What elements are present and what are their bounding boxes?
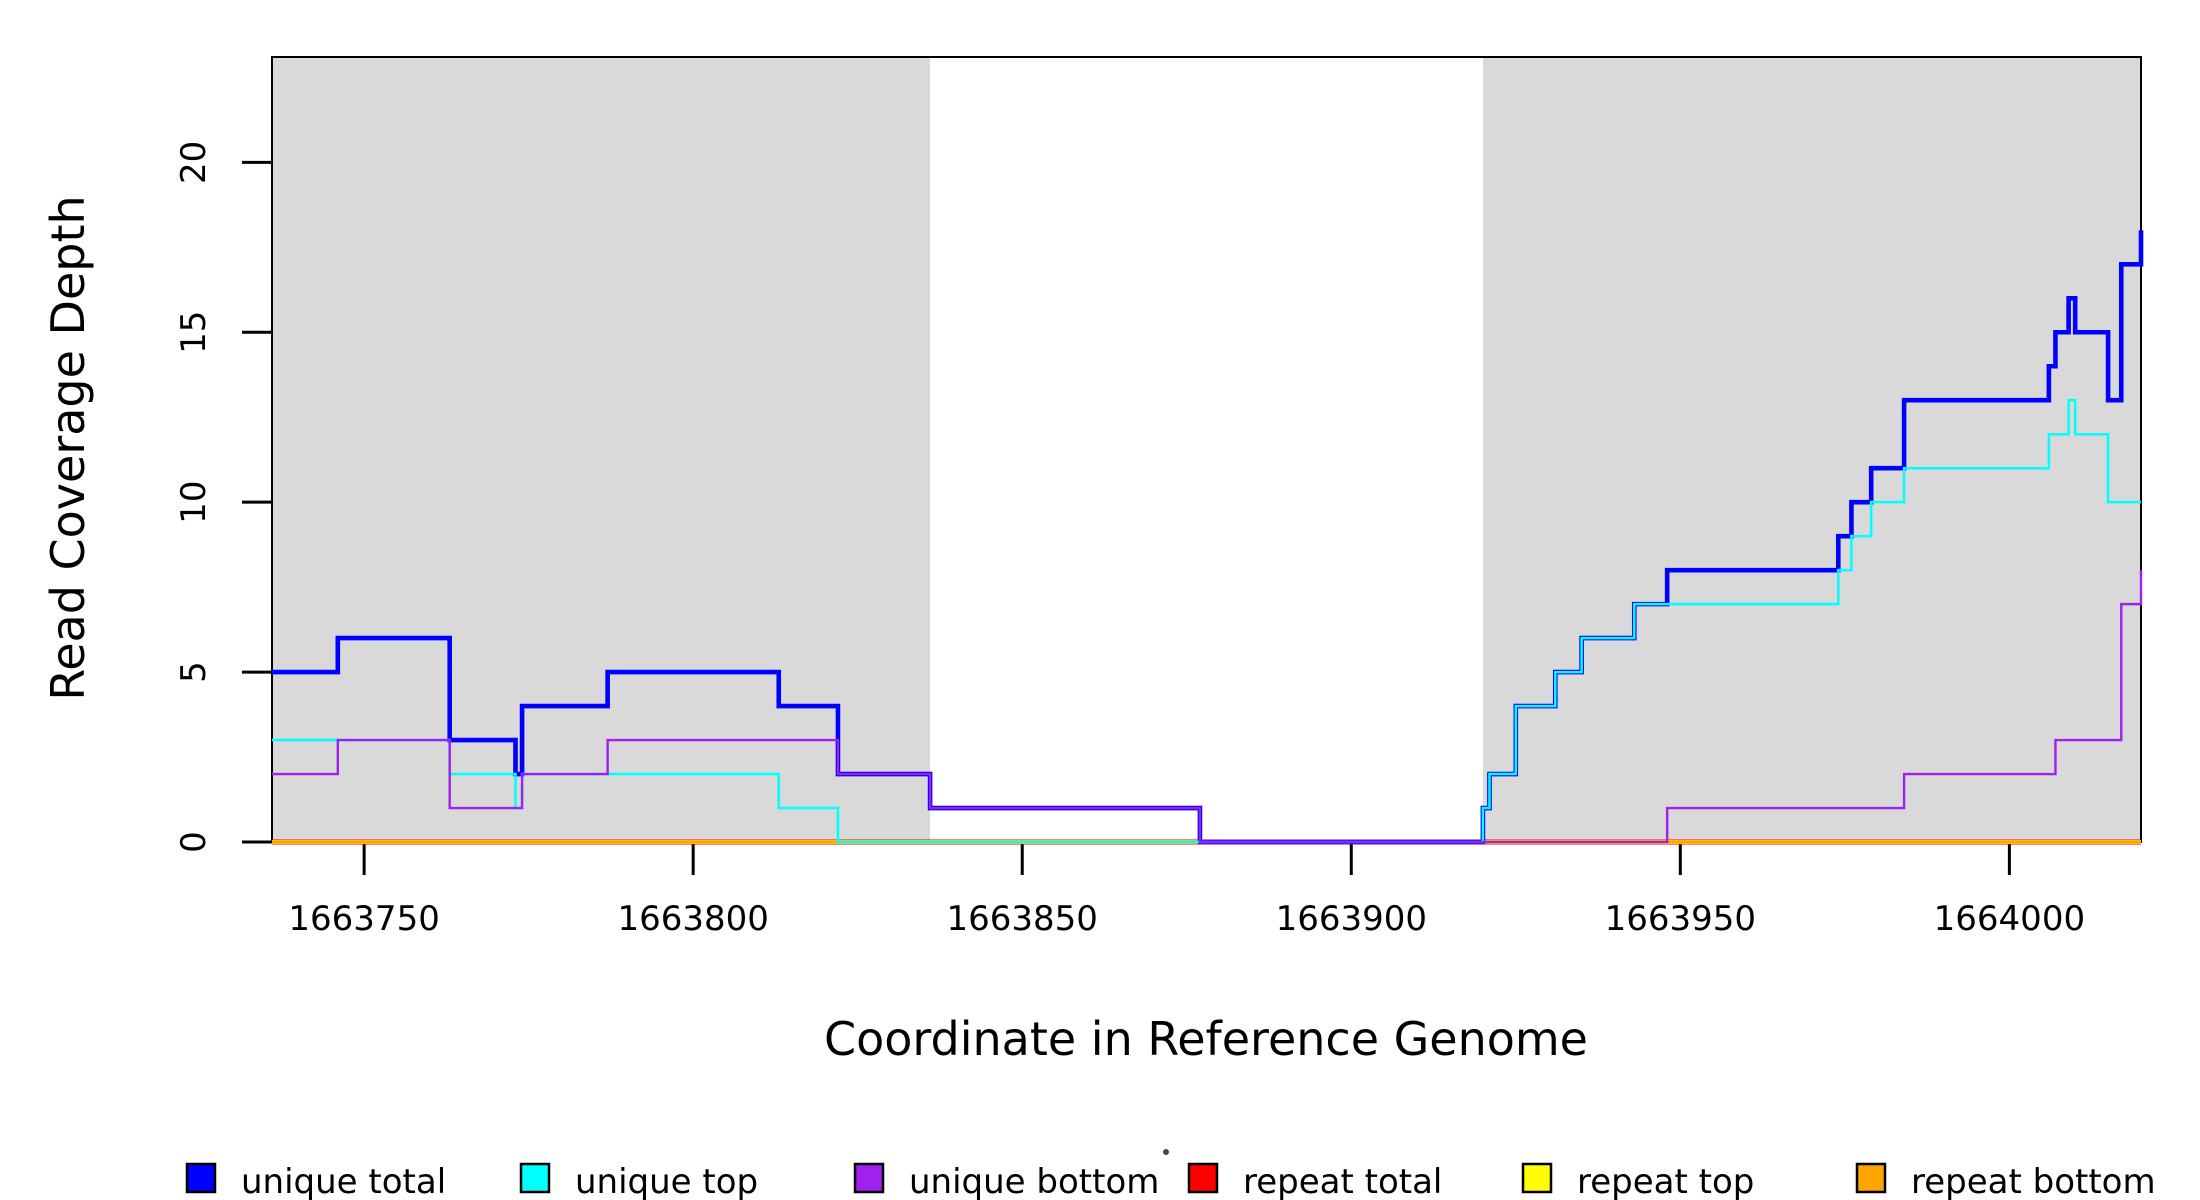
legend-label: unique total — [241, 1162, 446, 1200]
legend-item-unique-top: unique top — [519, 1162, 758, 1200]
legend-swatch-unique-top — [519, 1162, 551, 1194]
legend-item-unique-total: unique total — [185, 1162, 446, 1200]
series-line-unique-bottom — [272, 570, 2143, 844]
y-tick-label: 20 — [174, 141, 214, 184]
y-tick-label: 0 — [174, 831, 214, 853]
x-axis-ticks: 1663750 1663800 1663850 1663900 1663950 16640… — [288, 842, 2085, 939]
x-tick-label: 1663850 — [947, 899, 1098, 939]
legend-swatch-repeat-total — [1187, 1162, 1219, 1194]
legend-swatch-unique-bottom — [853, 1162, 885, 1194]
legend-label: unique bottom — [909, 1162, 1159, 1200]
series-line-unique-top — [272, 398, 2141, 844]
legend-label: repeat bottom — [1911, 1162, 2156, 1200]
x-tick-label: 1663800 — [617, 899, 768, 939]
y-axis-ticks: 0 5 10 15 20 — [174, 141, 272, 853]
legend-label: repeat top — [1577, 1162, 1754, 1200]
legend-item-repeat-total: repeat total — [1187, 1162, 1442, 1200]
legend-item-repeat-bottom: repeat bottom — [1855, 1162, 2156, 1200]
x-axis-title: Coordinate in Reference Genome — [824, 1012, 1588, 1066]
x-tick-label: 1663900 — [1276, 899, 1427, 939]
series-lines — [272, 230, 2144, 845]
stray-dot-artifact — [1163, 1149, 1169, 1155]
legend-item-unique-bottom: unique bottom — [853, 1162, 1159, 1200]
legend-item-repeat-top: repeat top — [1521, 1162, 1754, 1200]
shaded-regions — [272, 57, 2141, 842]
legend-swatch-repeat-bottom — [1855, 1162, 1887, 1194]
x-tick-label: 1663750 — [288, 899, 439, 939]
legend-label: unique top — [575, 1162, 758, 1200]
legend-label: repeat total — [1243, 1162, 1442, 1200]
legend-swatch-unique-total — [185, 1162, 217, 1194]
y-axis-title: Read Coverage Depth — [41, 195, 95, 700]
legend-swatch-repeat-top — [1521, 1162, 1553, 1194]
shaded-region-0 — [272, 57, 931, 842]
x-tick-label: 1663950 — [1605, 899, 1756, 939]
y-tick-label: 10 — [174, 481, 214, 524]
y-tick-label: 15 — [174, 311, 214, 354]
legend: unique total unique top unique bottom repea… — [185, 1162, 2156, 1200]
x-tick-label: 1664000 — [1934, 899, 2085, 939]
shaded-region-1 — [1482, 57, 2141, 842]
y-tick-label: 5 — [174, 661, 214, 683]
